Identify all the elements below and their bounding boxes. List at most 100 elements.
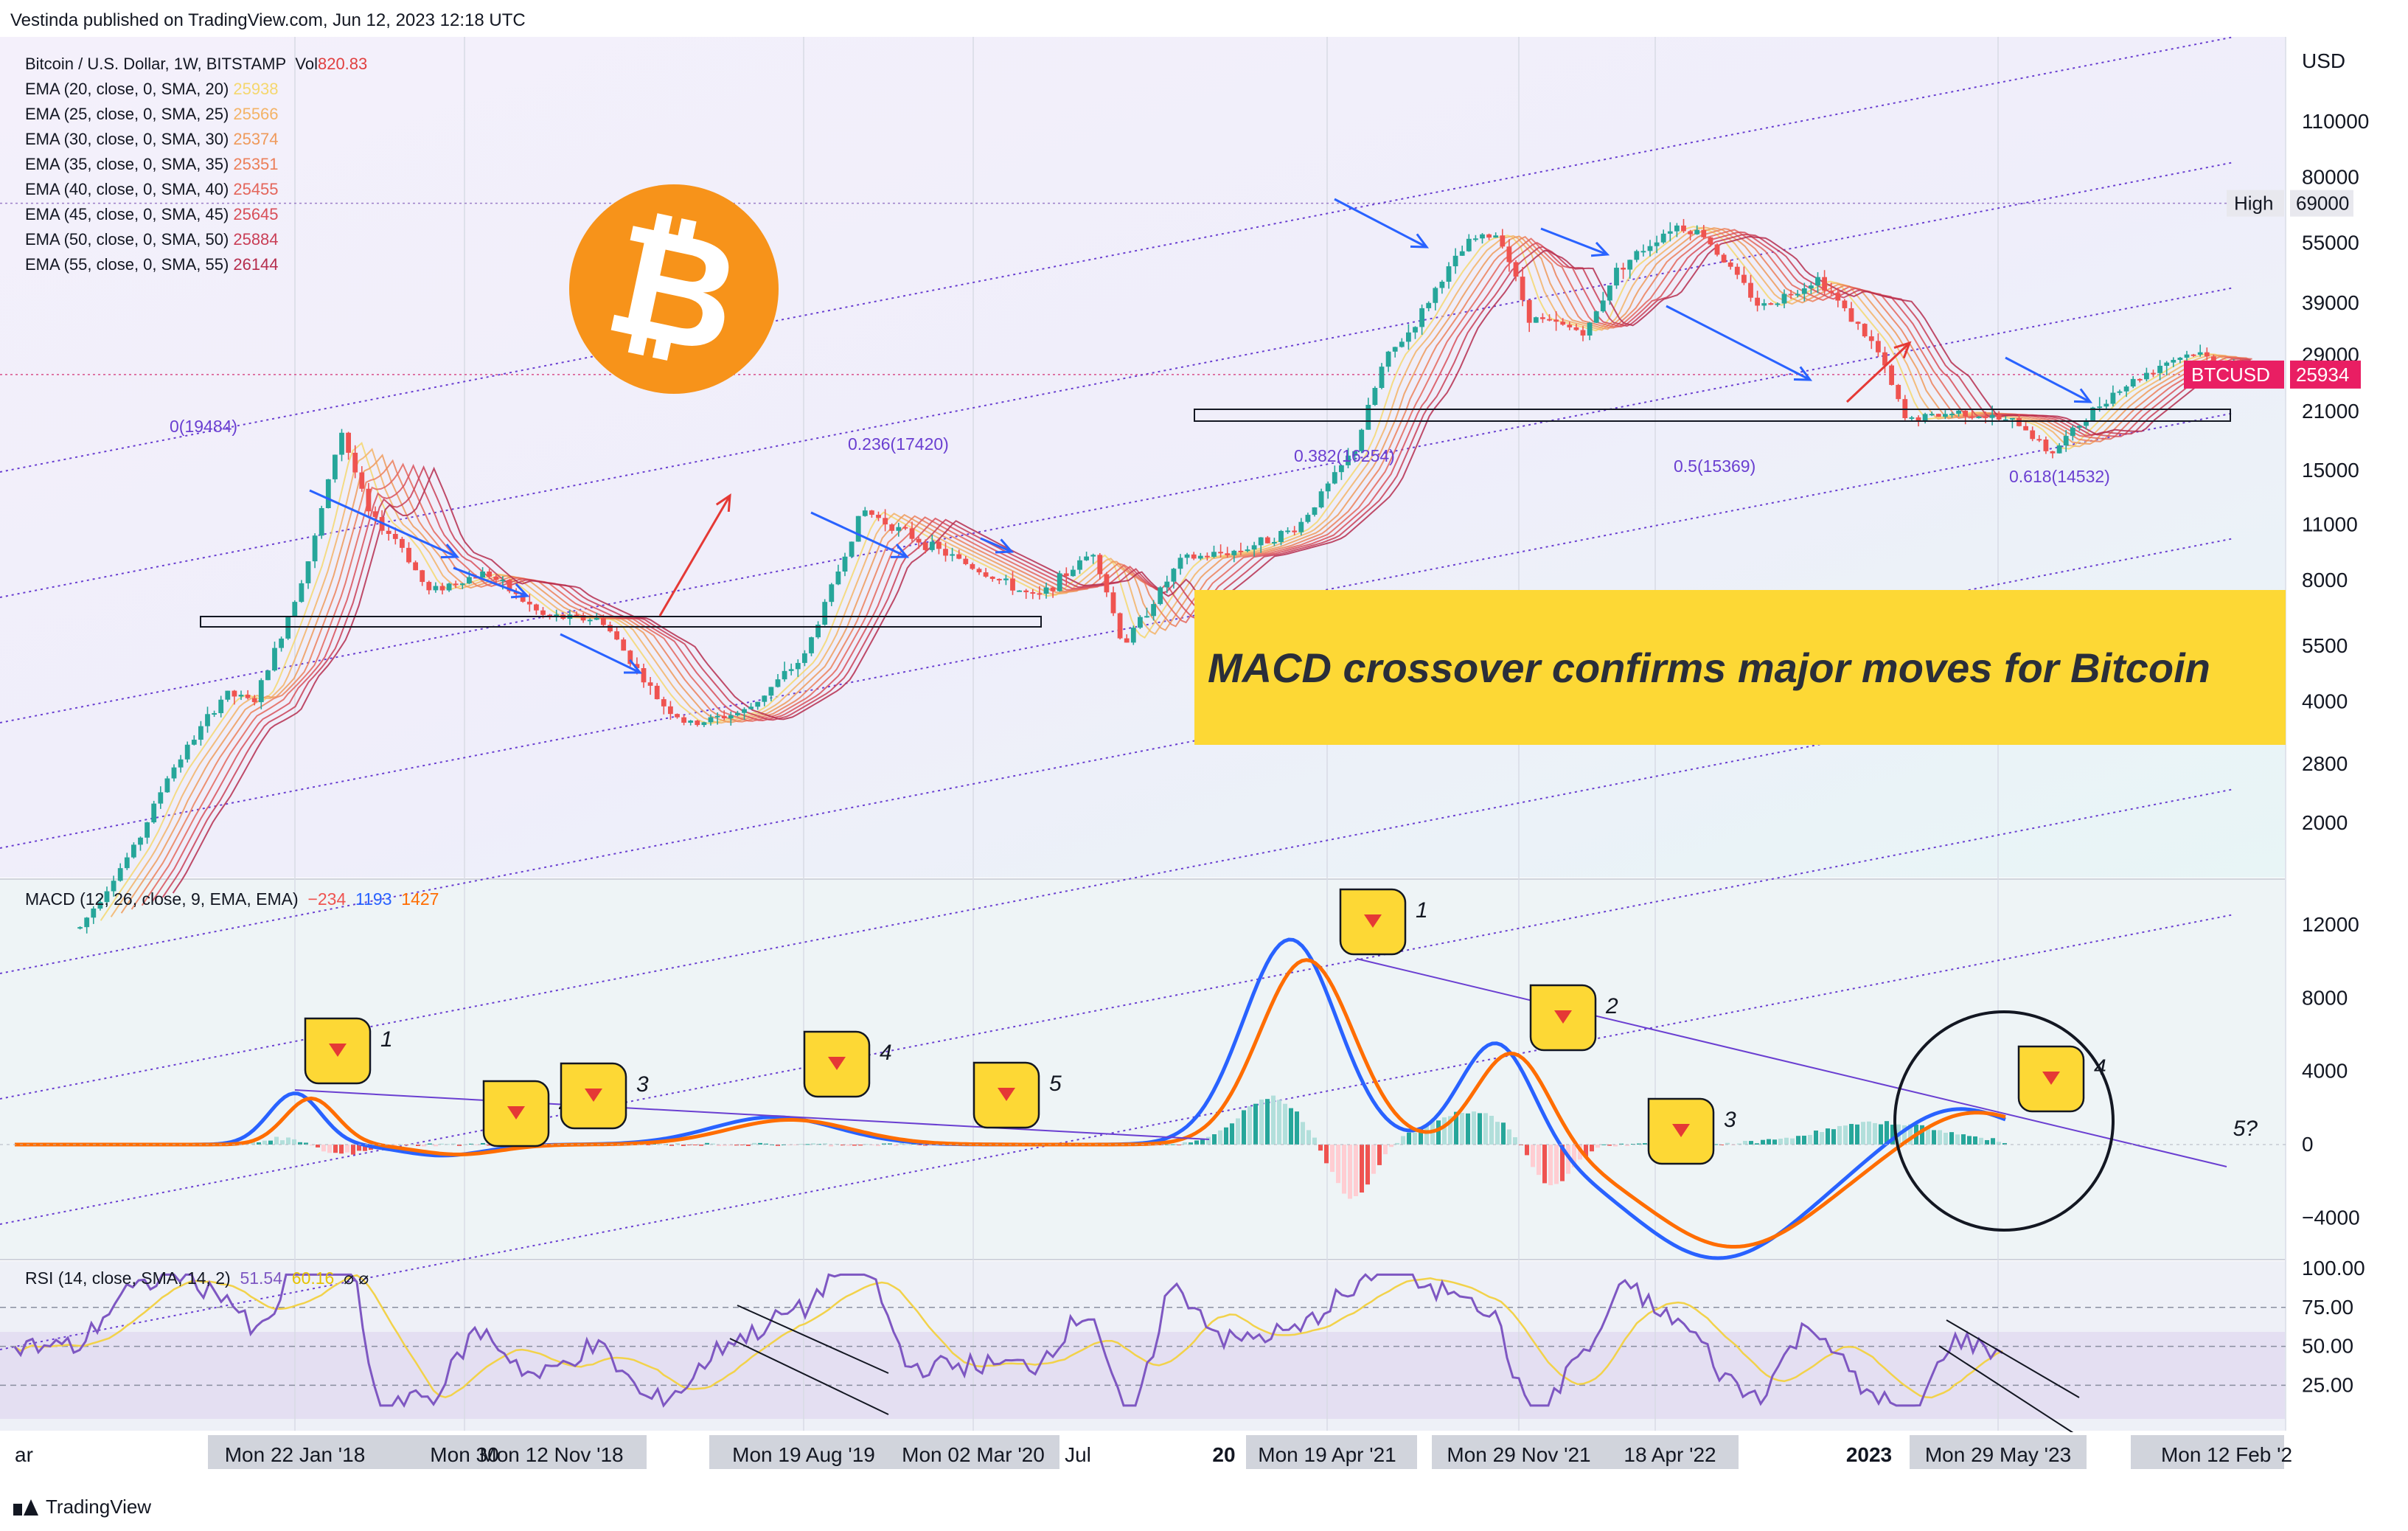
macd-hist-bar bbox=[1855, 1124, 1859, 1145]
symbol-row[interactable]: Bitcoin / U.S. Dollar, 1W, BITSTAMP Vol8… bbox=[25, 52, 367, 77]
macd-hist-bar bbox=[339, 1145, 344, 1154]
candle-body bbox=[238, 695, 244, 697]
candle-body bbox=[2070, 427, 2075, 437]
trend-arrow-down bbox=[810, 511, 908, 558]
rsi-value: 51.54 bbox=[240, 1268, 283, 1288]
macd-hist-bar bbox=[811, 1143, 815, 1145]
ema-value: 25938 bbox=[233, 80, 279, 98]
candle-body bbox=[627, 650, 633, 664]
candle-body bbox=[1654, 242, 1660, 246]
candle-body bbox=[346, 432, 351, 453]
macd-hist-bar bbox=[1242, 1110, 1246, 1145]
candle-body bbox=[1842, 300, 1848, 308]
candle-body bbox=[701, 722, 707, 726]
rsi-channel bbox=[729, 1338, 889, 1415]
candle-body bbox=[849, 541, 855, 557]
macd-hist-bar bbox=[1206, 1136, 1211, 1145]
candle-body bbox=[1989, 414, 1995, 418]
macd-hist-bar bbox=[1413, 1132, 1417, 1145]
candle-body bbox=[909, 528, 915, 539]
candle-body bbox=[104, 891, 110, 903]
candle-body bbox=[2130, 378, 2136, 387]
published-header: Vestinda published on TradingView.com, J… bbox=[10, 10, 526, 30]
trend-arrow-down bbox=[1540, 227, 1608, 256]
candle-body bbox=[2151, 372, 2156, 375]
candle-body bbox=[1876, 341, 1881, 353]
time-label: 2023 bbox=[1846, 1443, 1892, 1466]
candle-body bbox=[1117, 613, 1123, 639]
candlesticks bbox=[77, 218, 2250, 934]
candle-body bbox=[936, 541, 942, 549]
ema-legend-row[interactable]: EMA (55, close, 0, SMA, 55) 26144 bbox=[25, 252, 367, 277]
fib-label: 0.236(17420) bbox=[848, 434, 949, 454]
candle-body bbox=[634, 664, 640, 668]
candle-body bbox=[1063, 573, 1069, 577]
candle-body bbox=[795, 662, 801, 670]
candle-body bbox=[654, 685, 660, 700]
macd-hist-bar bbox=[846, 1145, 851, 1146]
candle-body bbox=[1500, 235, 1506, 247]
macd-hist-bar bbox=[292, 1139, 296, 1145]
candle-body bbox=[989, 576, 995, 579]
candle-body bbox=[520, 594, 526, 602]
candle-body bbox=[1533, 317, 1539, 323]
candle-body bbox=[1809, 285, 1814, 288]
candle-body bbox=[2190, 354, 2196, 356]
macd-hist-bar bbox=[681, 1145, 686, 1146]
headline-banner: MACD crossover confirms major moves for … bbox=[1194, 590, 2286, 745]
candle-body bbox=[1486, 234, 1492, 238]
ema-legend-row[interactable]: EMA (40, close, 0, SMA, 40) 25455 bbox=[25, 177, 367, 202]
rsi-band bbox=[0, 1332, 2286, 1419]
candle-body bbox=[829, 584, 835, 603]
ema-legend-row[interactable]: EMA (50, close, 0, SMA, 50) 25884 bbox=[25, 227, 367, 252]
time-label: 20 bbox=[1212, 1443, 1235, 1466]
macd-hist-bar bbox=[1525, 1145, 1529, 1156]
macd-hist-bar bbox=[280, 1140, 285, 1145]
candle-body bbox=[1459, 251, 1465, 256]
time-label: Mon 29 Nov '21 bbox=[1447, 1443, 1590, 1466]
candle-body bbox=[2157, 366, 2162, 373]
macd-hist-bar bbox=[357, 1145, 361, 1151]
macd-hist-bar bbox=[1318, 1145, 1323, 1151]
macd-hist-bar bbox=[1625, 1145, 1629, 1146]
candle-body bbox=[1332, 472, 1337, 484]
rsi-legend[interactable]: RSI (14, close, SMA, 14, 2) 51.54 60.16 … bbox=[25, 1268, 369, 1288]
ema-legend-row[interactable]: EMA (45, close, 0, SMA, 45) 25645 bbox=[25, 202, 367, 227]
candle-body bbox=[2103, 403, 2109, 407]
rsi-pane bbox=[0, 1273, 2286, 1435]
time-label: Mon 19 Apr '21 bbox=[1258, 1443, 1396, 1466]
indicator-legend: Bitcoin / U.S. Dollar, 1W, BITSTAMP Vol8… bbox=[25, 52, 367, 277]
ema-legend-row[interactable]: EMA (20, close, 0, SMA, 20) 25938 bbox=[25, 77, 367, 102]
rsi-tick: 50.00 bbox=[2302, 1335, 2353, 1358]
banner-text: MACD crossover confirms major moves for … bbox=[1208, 644, 2210, 691]
candle-body bbox=[1365, 404, 1371, 430]
candle-body bbox=[1701, 229, 1707, 237]
macd-legend[interactable]: MACD (12, 26, close, 9, EMA, EMA) −234 1… bbox=[25, 889, 439, 909]
candle-body bbox=[446, 583, 452, 591]
macd-hist-bar bbox=[1348, 1145, 1352, 1199]
macd-hist-bar bbox=[1253, 1103, 1258, 1145]
ema-legend-row[interactable]: EMA (30, close, 0, SMA, 30) 25374 bbox=[25, 127, 367, 152]
highlight-circle bbox=[1893, 1010, 2115, 1232]
candle-body bbox=[1580, 330, 1586, 336]
candle-body bbox=[1191, 554, 1197, 559]
candle-body bbox=[258, 680, 264, 703]
trend-arrow-down bbox=[309, 489, 458, 558]
ema-legend-row[interactable]: EMA (35, close, 0, SMA, 35) 25351 bbox=[25, 152, 367, 177]
marker-number: 2 bbox=[1605, 994, 1618, 1018]
candle-body bbox=[1339, 465, 1344, 473]
candle-body bbox=[534, 604, 539, 611]
candle-body bbox=[1627, 260, 1633, 270]
macd-hist-bar bbox=[1194, 1140, 1199, 1145]
candle-body bbox=[1231, 550, 1237, 555]
ema-legend-row[interactable]: EMA (25, close, 0, SMA, 25) 25566 bbox=[25, 102, 367, 127]
macd-hist-bar bbox=[469, 1143, 473, 1145]
macd-line-value: 1193 bbox=[355, 889, 392, 909]
tradingview-footer[interactable]: TradingView bbox=[13, 1496, 151, 1518]
trend-arrow-up bbox=[658, 495, 731, 617]
trend-arrow-down-head bbox=[440, 544, 460, 559]
candle-body bbox=[1540, 317, 1545, 319]
candle-body bbox=[1305, 515, 1311, 522]
macd-hist-bar bbox=[1483, 1113, 1488, 1145]
